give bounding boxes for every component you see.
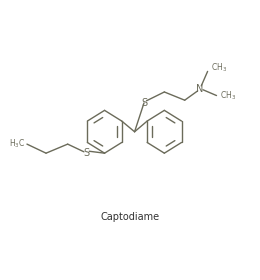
Text: Captodiame: Captodiame [100, 212, 160, 222]
Text: CH$_3$: CH$_3$ [211, 62, 227, 74]
Text: S: S [84, 148, 90, 158]
Text: N: N [196, 84, 204, 94]
Text: S: S [141, 98, 147, 108]
Text: H$_3$C: H$_3$C [9, 138, 25, 150]
Text: CH$_3$: CH$_3$ [220, 90, 236, 102]
